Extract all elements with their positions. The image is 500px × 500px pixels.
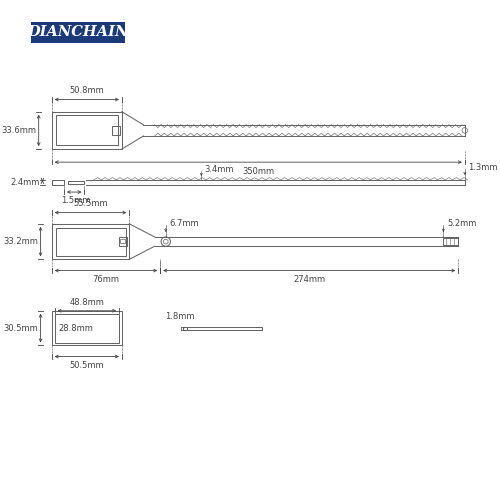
Text: 33.6mm: 33.6mm bbox=[1, 126, 36, 135]
Bar bbox=[54, 314, 119, 342]
Bar bbox=[182, 327, 188, 330]
Text: 1.3mm: 1.3mm bbox=[468, 164, 497, 172]
Text: 1.5mm: 1.5mm bbox=[62, 196, 91, 205]
Text: 350mm: 350mm bbox=[242, 167, 274, 176]
Bar bbox=[56, 228, 126, 256]
Bar bbox=[56, 116, 118, 146]
Bar bbox=[188, 326, 262, 330]
Bar bbox=[31, 22, 124, 42]
Text: DIANCHAIN: DIANCHAIN bbox=[28, 26, 128, 40]
Bar bbox=[68, 181, 84, 184]
Text: 274mm: 274mm bbox=[293, 275, 326, 284]
Text: 1.8mm: 1.8mm bbox=[165, 312, 194, 321]
Text: 3.4mm: 3.4mm bbox=[204, 165, 234, 174]
Text: 2.4mm: 2.4mm bbox=[10, 178, 40, 186]
Bar bbox=[52, 310, 122, 346]
Text: 55.5mm: 55.5mm bbox=[73, 199, 108, 208]
Text: 50.5mm: 50.5mm bbox=[70, 361, 104, 370]
Text: 6.7mm: 6.7mm bbox=[170, 220, 199, 228]
Bar bbox=[52, 180, 64, 184]
Bar bbox=[119, 237, 126, 246]
Text: 33.2mm: 33.2mm bbox=[3, 237, 38, 246]
Bar bbox=[444, 238, 458, 246]
Bar bbox=[52, 224, 130, 260]
Text: 28.8mm: 28.8mm bbox=[58, 324, 93, 332]
Bar bbox=[120, 239, 125, 244]
Text: 76mm: 76mm bbox=[92, 275, 120, 284]
Text: 50.8mm: 50.8mm bbox=[70, 86, 104, 95]
Text: 5.2mm: 5.2mm bbox=[447, 220, 476, 228]
Text: 30.5mm: 30.5mm bbox=[3, 324, 38, 332]
Bar bbox=[52, 112, 122, 149]
Text: 48.8mm: 48.8mm bbox=[70, 298, 104, 307]
Bar bbox=[112, 126, 120, 134]
